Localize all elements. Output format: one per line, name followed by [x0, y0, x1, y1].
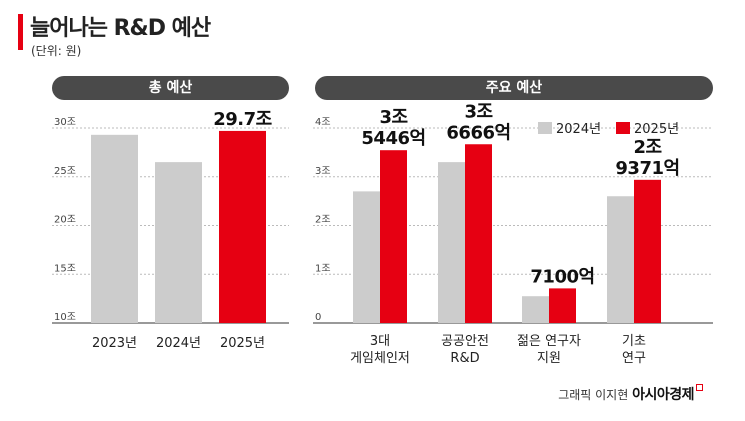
main-data-label: 3조 [379, 107, 407, 128]
legend-label: 2024년 [556, 122, 601, 137]
main-x-tick-label: 게임체인저 [350, 351, 410, 366]
main-y-tick-label: 1조 [315, 263, 331, 274]
main-x-tick-label: 연구 [622, 351, 646, 366]
main-bar-2025년-1 [465, 144, 492, 323]
main-y-tick-label: 0 [315, 312, 321, 323]
main-x-tick-label: 공공안전 [441, 334, 489, 349]
total-y-tick-label: 20조 [54, 215, 76, 226]
legend-label: 2025년 [634, 122, 679, 137]
main-bar-2025년-0 [380, 150, 407, 323]
main-x-tick-label: R&D [450, 351, 479, 366]
total-bar-2024년 [155, 162, 202, 323]
main-bar-2024년-3 [607, 196, 634, 323]
legend-swatch-2024년 [538, 122, 552, 134]
unit-note: (단위: 원) [31, 44, 82, 58]
main-data-label: 7100억 [530, 266, 594, 287]
main-y-tick-label: 3조 [315, 166, 331, 177]
total-budget-header: 총 예산 [52, 76, 289, 100]
main-x-tick-label: 젊은 연구자 [517, 334, 581, 349]
credit-prefix: 그래픽 이지현 [558, 388, 629, 402]
main-x-tick-label: 3대 [370, 334, 390, 349]
total-x-tick-label: 2024년 [156, 336, 201, 351]
total-bar-2023년 [91, 134, 138, 323]
main-bar-2025년-3 [634, 179, 661, 323]
main-x-tick-label: 지원 [537, 351, 561, 366]
total-y-tick-label: 15조 [54, 263, 76, 274]
total-y-tick-label: 25조 [54, 166, 76, 177]
credit-line: 그래픽 이지현 아시아경제 [558, 384, 703, 404]
title-accent-bar [18, 14, 23, 50]
total-data-label: 29.7조 [213, 109, 271, 130]
main-y-tick-label: 4조 [315, 117, 331, 128]
main-bar-2025년-2 [549, 288, 576, 323]
total-bar-2025년 [219, 130, 266, 323]
main-data-label: 9371억 [615, 158, 679, 179]
main-x-tick-label: 기초 [622, 334, 646, 349]
total-x-tick-label: 2023년 [92, 336, 137, 351]
legend-swatch-2025년 [616, 122, 630, 134]
main-y-tick-label: 2조 [315, 215, 331, 226]
total-x-tick-label: 2025년 [220, 336, 265, 351]
main-bar-2024년-1 [438, 162, 465, 323]
main-data-label: 3조 [464, 101, 492, 122]
main-bar-2024년-0 [353, 191, 380, 323]
total-y-tick-label: 10조 [54, 312, 76, 323]
main-budget-header: 주요 예산 [315, 76, 713, 100]
page-title: 늘어나는 R&D 예산 [30, 16, 211, 41]
main-data-label: 6666억 [446, 122, 510, 143]
total-y-tick-label: 30조 [54, 117, 76, 128]
credit-brand-logo: 아시아경제 [632, 387, 703, 403]
main-data-label: 2조 [633, 137, 661, 158]
main-bar-2024년-2 [522, 296, 549, 323]
main-data-label: 5446억 [361, 128, 425, 149]
